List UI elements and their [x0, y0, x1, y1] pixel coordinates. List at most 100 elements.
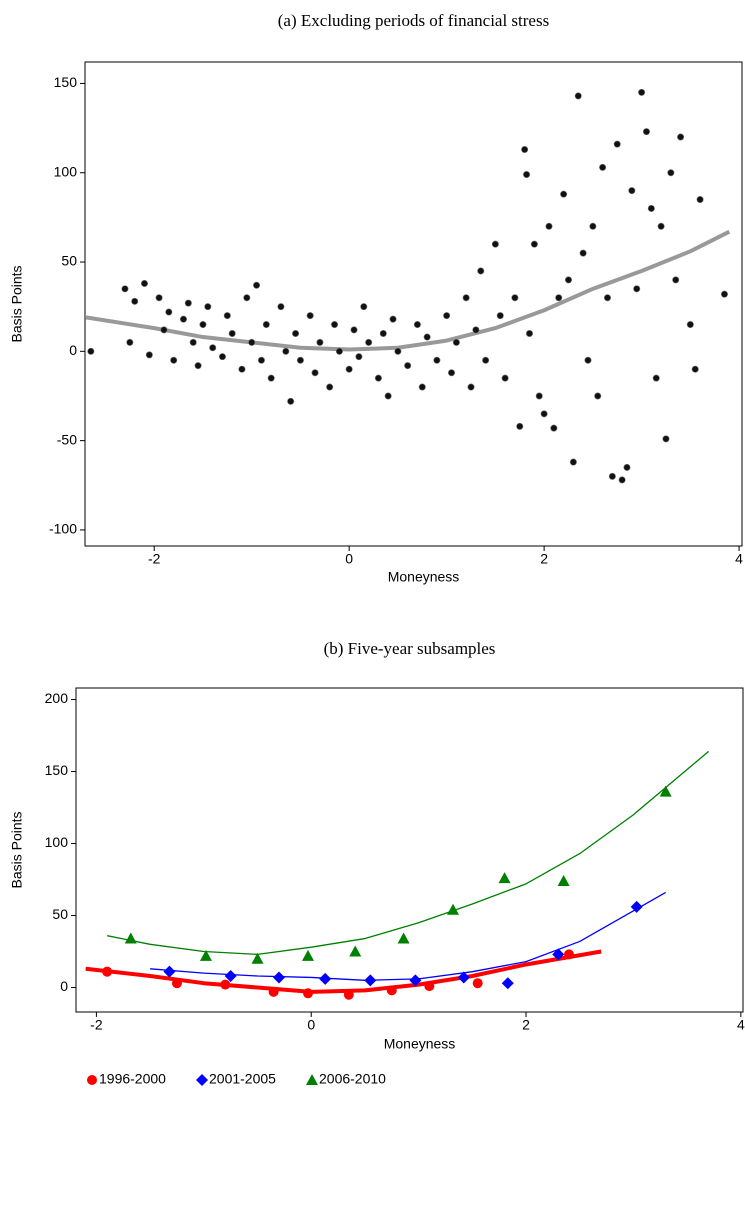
point [491, 240, 499, 248]
x-tick-label: -2 [148, 551, 161, 567]
point [545, 222, 553, 230]
point [501, 374, 509, 382]
y-tick-label: -50 [57, 431, 77, 447]
point [223, 312, 231, 320]
point [238, 365, 246, 373]
point [189, 338, 197, 346]
legend-marker [196, 1074, 208, 1086]
y-tick-label: 150 [45, 762, 69, 778]
point [521, 146, 529, 154]
point [199, 321, 207, 329]
point [379, 329, 387, 337]
fit-line [85, 229, 731, 352]
legend-marker [87, 1075, 97, 1085]
marker [659, 785, 672, 797]
marker [251, 952, 264, 964]
point [618, 476, 626, 484]
point [603, 294, 611, 302]
point [574, 92, 582, 100]
point [530, 240, 538, 248]
legend-label: 2001-2005 [209, 1071, 276, 1087]
marker [630, 900, 643, 913]
point [145, 351, 153, 359]
point [462, 294, 470, 302]
marker [224, 970, 237, 982]
point [540, 410, 548, 418]
marker [424, 981, 435, 992]
point [623, 463, 631, 471]
marker [447, 903, 459, 915]
point [638, 88, 646, 96]
point [296, 356, 304, 364]
x-tick-label: 4 [735, 551, 743, 567]
marker [552, 948, 565, 961]
point [209, 344, 217, 352]
point [155, 294, 163, 302]
point [662, 435, 670, 443]
y-tick-label: 0 [69, 342, 77, 358]
point [360, 303, 368, 311]
point [418, 383, 426, 391]
point [550, 424, 558, 432]
point [677, 133, 685, 141]
point [257, 356, 265, 364]
x-tick-label: 0 [307, 1017, 315, 1033]
point [443, 312, 451, 320]
fit-line [150, 891, 666, 981]
point [594, 392, 602, 400]
point [262, 321, 270, 329]
marker [386, 985, 397, 996]
marker [457, 971, 470, 984]
point [691, 365, 699, 373]
point [560, 190, 568, 198]
x-tick-label: -2 [90, 1017, 103, 1033]
point [253, 281, 261, 289]
marker [501, 977, 514, 990]
y-tick-label: 100 [54, 163, 78, 179]
point [194, 362, 202, 370]
point [647, 204, 655, 212]
point [608, 472, 616, 480]
panel-title: (a) Excluding periods of financial stres… [278, 11, 549, 30]
point [160, 326, 168, 334]
point [516, 422, 524, 430]
point [282, 347, 290, 355]
marker [124, 932, 137, 944]
point [467, 383, 475, 391]
y-axis-label: Basis Points [9, 811, 25, 888]
point [316, 338, 324, 346]
point [384, 392, 392, 400]
point [482, 356, 490, 364]
marker [199, 949, 212, 961]
legend-marker [306, 1074, 318, 1085]
point [477, 267, 485, 275]
point [404, 362, 412, 370]
point [555, 294, 563, 302]
marker [397, 932, 410, 944]
point [355, 353, 363, 361]
marker [319, 972, 332, 985]
point [433, 356, 441, 364]
point [306, 312, 314, 320]
x-tick-label: 2 [522, 1017, 530, 1033]
point [179, 315, 187, 323]
point [472, 326, 480, 334]
marker [268, 986, 279, 997]
point [657, 222, 665, 230]
point [584, 356, 592, 364]
point [165, 308, 173, 316]
point [448, 369, 456, 377]
point [277, 303, 285, 311]
x-axis-label: Moneyness [388, 569, 460, 585]
point [292, 329, 300, 337]
point [496, 312, 504, 320]
point [413, 321, 421, 329]
point [326, 383, 334, 391]
point [613, 140, 621, 148]
point [204, 303, 212, 311]
point [228, 329, 236, 337]
point [423, 333, 431, 341]
y-tick-label: 200 [45, 690, 69, 706]
point [331, 321, 339, 329]
